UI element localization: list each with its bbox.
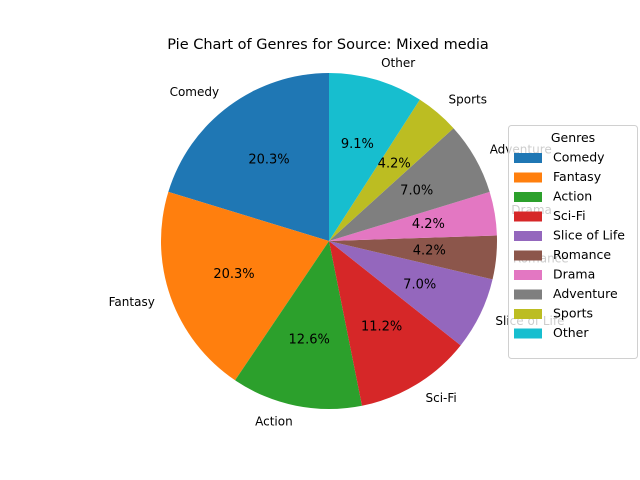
legend-swatch — [514, 250, 542, 261]
percent-labels: 20.3% 20.3% 12.6% 11.2% 7.0% 4.2% 4.2% 7.0% 4.2%… — [213, 137, 445, 347]
category-label: Comedy — [170, 85, 220, 99]
legend-label: Fantasy — [553, 169, 602, 184]
legend-swatch — [514, 211, 542, 222]
percent-label: 4.2% — [412, 217, 445, 232]
category-label: Sports — [449, 93, 487, 107]
percent-label: 11.2% — [361, 320, 402, 335]
chart-title: Pie Chart of Genres for Source: Mixed me… — [167, 37, 489, 53]
legend-label: Romance — [553, 247, 611, 262]
legend-label: Slice of Life — [553, 228, 625, 243]
pie-slice-comedy — [168, 73, 329, 241]
category-label: Sci-Fi — [426, 391, 457, 405]
legend-label: Comedy — [553, 150, 605, 165]
legend-swatch — [514, 328, 542, 339]
pie-slice-sports — [329, 99, 454, 241]
percent-label: 20.3% — [213, 267, 254, 282]
legend-label: Sci-Fi — [553, 208, 586, 223]
percent-label: 7.0% — [403, 277, 436, 292]
legend-label: Drama — [553, 267, 595, 282]
category-label: Action — [255, 415, 293, 429]
legend-swatch — [514, 231, 542, 241]
legend-swatch — [514, 270, 542, 280]
legend-swatch — [514, 192, 542, 202]
legend-label: Other — [553, 325, 589, 340]
pie-slice-adventure — [329, 128, 490, 241]
legend-swatch — [514, 289, 542, 300]
pie-slice-action — [235, 241, 362, 410]
percent-label: 4.2% — [378, 157, 411, 172]
pie-slice-romance — [329, 235, 498, 280]
legend-items: Comedy Fantasy Action Sci-Fi Slice of Life Ro… — [514, 150, 625, 340]
legend-swatch — [514, 309, 542, 319]
percent-label: 12.6% — [289, 332, 330, 347]
pie-slice-sci-fi — [329, 241, 461, 406]
legend-title: Genres — [551, 130, 595, 145]
pie-slices — [160, 73, 498, 410]
category-label: Fantasy — [109, 295, 155, 309]
percent-label: 9.1% — [341, 137, 374, 152]
category-label: Other — [381, 56, 415, 70]
percent-label: 4.2% — [413, 243, 446, 258]
pie-slice-other — [329, 73, 420, 241]
legend-swatch — [514, 153, 542, 163]
legend-label: Sports — [553, 306, 593, 321]
percent-label: 20.3% — [248, 153, 289, 168]
legend-label: Adventure — [553, 286, 618, 301]
legend-frame — [508, 125, 638, 359]
legend-label: Action — [553, 189, 592, 204]
legend: Genres Comedy Fantasy Action Sci-Fi Slice of… — [508, 125, 638, 359]
pie-slice-drama — [329, 191, 497, 241]
legend-swatch — [514, 172, 542, 183]
pie-slice-fantasy — [160, 191, 329, 381]
percent-label: 7.0% — [400, 184, 433, 199]
pie-slice-slice-of-life — [329, 241, 493, 346]
